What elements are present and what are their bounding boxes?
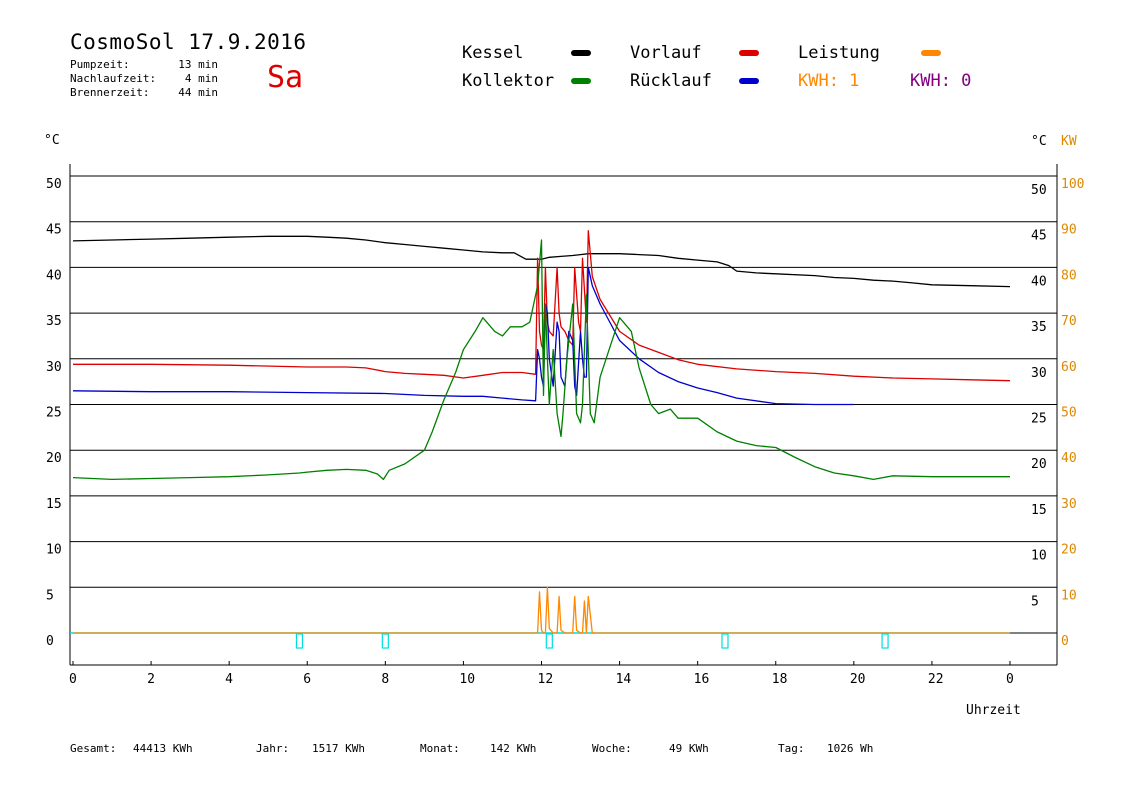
legend-kwh-1: KWH: 1 bbox=[798, 71, 860, 91]
y-tick-right-temp: 30 bbox=[1031, 366, 1047, 381]
y-tick-right-temp: 15 bbox=[1031, 503, 1047, 518]
footer-monat-label: Monat: bbox=[420, 742, 460, 755]
x-tick-label: 4 bbox=[225, 672, 233, 687]
chart-title: CosmoSol 17.9.2016 bbox=[70, 30, 307, 54]
x-axis-title: Uhrzeit bbox=[966, 703, 1021, 718]
event-marker bbox=[881, 633, 889, 649]
legend-vorlauf: Vorlauf bbox=[630, 43, 702, 63]
brenner-time-value: 44 min bbox=[178, 86, 218, 99]
series-line-vorlauf bbox=[73, 230, 1011, 382]
y-tick-power: 80 bbox=[1061, 268, 1077, 283]
y-tick-right-temp: 35 bbox=[1031, 320, 1047, 335]
y-tick-left: 10 bbox=[46, 543, 62, 558]
legend-leistung-swatch bbox=[921, 50, 941, 56]
x-tick-label: 20 bbox=[850, 672, 866, 687]
x-tick-label: 6 bbox=[303, 672, 311, 687]
y-tick-left: 0 bbox=[46, 634, 54, 649]
y-tick-right-temp: 25 bbox=[1031, 412, 1047, 427]
y-tick-power: 10 bbox=[1061, 588, 1077, 603]
legend-kessel: Kessel bbox=[462, 43, 524, 63]
legend-kollektor: Kollektor bbox=[462, 71, 555, 91]
event-marker bbox=[295, 633, 304, 649]
legend-kwh-2: KWH: 0 bbox=[910, 71, 972, 91]
y-tick-left: 50 bbox=[46, 177, 62, 192]
y-tick-right-temp: 10 bbox=[1031, 549, 1047, 564]
y-tick-power: 30 bbox=[1061, 497, 1077, 512]
y-tick-left: 45 bbox=[46, 223, 62, 238]
event-marker bbox=[721, 633, 729, 649]
footer-jahr-label: Jahr: bbox=[256, 742, 290, 755]
x-tick-label: 2 bbox=[147, 672, 155, 687]
footer-tag-value: 1026 Wh bbox=[827, 742, 874, 755]
y-tick-power: 70 bbox=[1061, 314, 1077, 329]
brenner-time-label: Brennerzeit: bbox=[70, 86, 150, 99]
y-tick-power: 40 bbox=[1061, 451, 1077, 466]
nachlauf-time-value: 4 min bbox=[184, 72, 218, 85]
y-tick-right-temp: 5 bbox=[1031, 594, 1039, 609]
y-tick-power: 90 bbox=[1061, 223, 1077, 238]
series-line-rcklauf bbox=[72, 266, 854, 406]
x-tick-label: 14 bbox=[616, 672, 632, 687]
y-tick-right-temp: 40 bbox=[1031, 274, 1047, 289]
legend-vorlauf-swatch bbox=[739, 50, 759, 56]
pump-time-label: Pumpzeit: bbox=[70, 58, 130, 71]
legend-kessel-swatch bbox=[571, 50, 591, 56]
pump-time-value: 13 min bbox=[178, 58, 218, 71]
x-tick-label: 12 bbox=[538, 672, 554, 687]
nachlauf-time-label: Nachlaufzeit: bbox=[70, 72, 157, 85]
x-tick-label: 18 bbox=[772, 672, 788, 687]
y-tick-right-temp: 20 bbox=[1031, 457, 1047, 472]
x-tick-label: 22 bbox=[928, 672, 944, 687]
x-tick-label: 8 bbox=[381, 672, 389, 687]
x-tick-label: 0 bbox=[69, 672, 77, 687]
x-tick-label: 10 bbox=[459, 672, 475, 687]
y-tick-power: 100 bbox=[1061, 177, 1084, 192]
y-tick-right-temp: 45 bbox=[1031, 229, 1047, 244]
y-tick-left: 30 bbox=[46, 360, 62, 375]
y-tick-right-temp: 50 bbox=[1031, 183, 1047, 198]
y-tick-left: 5 bbox=[46, 588, 54, 603]
footer-woche-value: 49 KWh bbox=[669, 742, 709, 755]
y-tick-left: 40 bbox=[46, 268, 62, 283]
y-tick-power: 0 bbox=[1061, 634, 1069, 649]
y-axis-unit-right: °C bbox=[1031, 134, 1047, 149]
y-tick-left: 25 bbox=[46, 406, 62, 421]
footer-woche-label: Woche: bbox=[592, 742, 632, 755]
y-tick-power: 60 bbox=[1061, 360, 1077, 375]
y-tick-power: 20 bbox=[1061, 543, 1077, 558]
legend-ruecklauf-swatch bbox=[739, 78, 759, 84]
footer-tag-label: Tag: bbox=[778, 742, 805, 755]
y-axis-unit-left: °C bbox=[44, 133, 60, 148]
y-tick-power: 50 bbox=[1061, 406, 1077, 421]
legend-kollektor-swatch bbox=[571, 78, 591, 84]
x-tick-label: 16 bbox=[694, 672, 710, 687]
y-tick-left: 15 bbox=[46, 497, 62, 512]
y-axis-unit-power: KW bbox=[1061, 134, 1077, 149]
footer-gesamt-value: 44413 KWh bbox=[133, 742, 193, 755]
legend-leistung: Leistung bbox=[798, 43, 880, 63]
y-tick-left: 35 bbox=[46, 314, 62, 329]
event-marker bbox=[545, 633, 553, 649]
footer-gesamt-label: Gesamt: bbox=[70, 742, 117, 755]
series-line-kollektor bbox=[72, 239, 1010, 481]
footer-monat-value: 142 KWh bbox=[490, 742, 537, 755]
y-tick-left: 20 bbox=[46, 451, 62, 466]
footer-jahr-value: 1517 KWh bbox=[312, 742, 365, 755]
x-tick-label: 0 bbox=[1006, 672, 1014, 687]
event-marker bbox=[381, 633, 389, 649]
series-line-kessel bbox=[72, 235, 1011, 288]
weekday-label: Sa bbox=[267, 60, 304, 95]
series-line-leistung bbox=[73, 586, 1010, 634]
legend-ruecklauf: Rücklauf bbox=[630, 71, 712, 91]
